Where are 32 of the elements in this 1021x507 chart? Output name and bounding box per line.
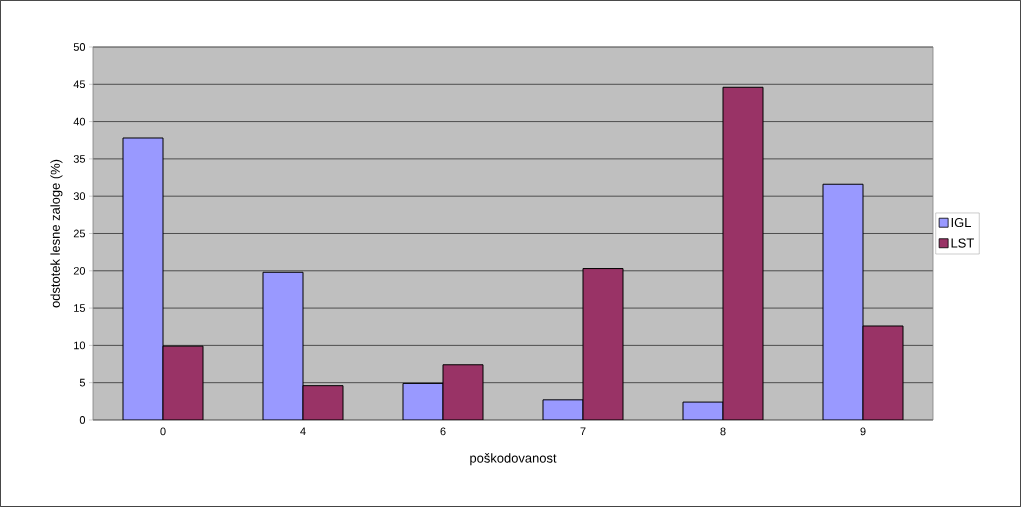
y-tick-label: 10: [74, 341, 86, 350]
y-tick-label: 15: [74, 304, 86, 312]
bar: [582, 268, 624, 420]
legend-label: IGL: [951, 217, 971, 228]
y-tick-label: 30: [73, 192, 86, 201]
y-tick-label: 35: [73, 155, 86, 163]
y-tick-label: 25: [73, 229, 86, 238]
bar: [262, 271, 304, 420]
bar: [162, 345, 204, 420]
bar: [822, 183, 864, 420]
y-tick-label: 50: [73, 43, 86, 51]
y-axis-title: odstotek lesne zaloge (%): [50, 159, 63, 308]
bar: [722, 86, 764, 420]
legend-label: LST: [951, 238, 974, 248]
x-tick-label: 6: [440, 427, 446, 436]
y-tick-label: 5: [79, 378, 86, 387]
x-tick-label: 7: [580, 427, 586, 436]
bar: [122, 137, 164, 420]
x-axis-title: poškodovanost: [470, 453, 557, 466]
y-tick-label: 40: [73, 117, 86, 126]
bar: [862, 325, 904, 420]
bar: [542, 399, 584, 420]
y-tick-label: 20: [73, 266, 86, 275]
bar: [402, 382, 444, 420]
bar: [442, 364, 484, 420]
bar: [302, 385, 344, 420]
y-tick-label: 0: [79, 416, 86, 424]
x-tick-label: 4: [300, 427, 306, 436]
y-tick-label: 45: [73, 80, 86, 89]
x-tick-label: 9: [860, 427, 866, 436]
x-tick-label: 8: [720, 427, 726, 436]
x-tick-label: 0: [160, 427, 166, 436]
